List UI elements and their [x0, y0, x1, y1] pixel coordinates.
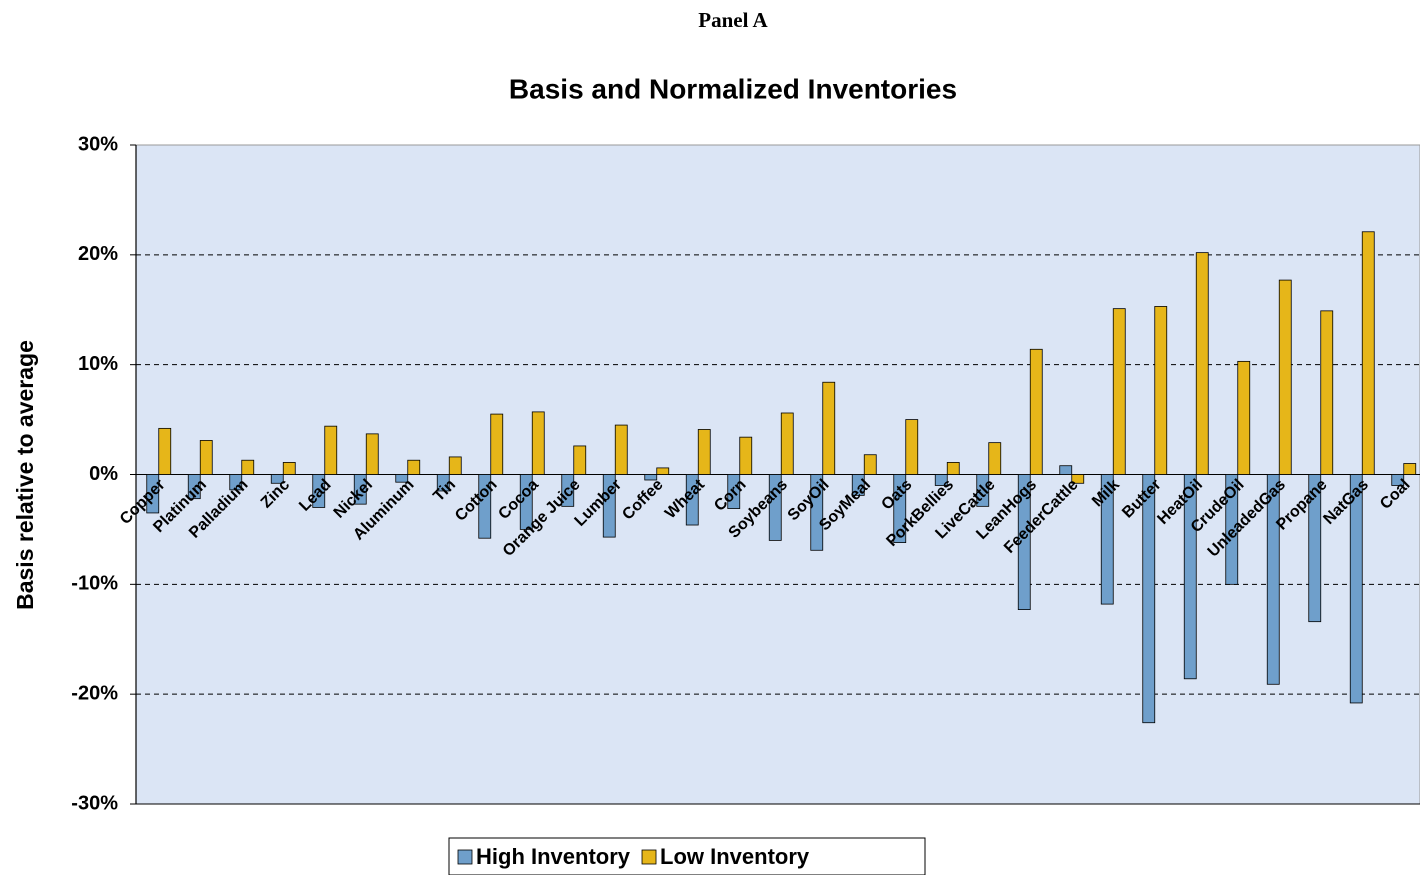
- bar: [1071, 474, 1085, 484]
- legend-label: High Inventory: [476, 844, 631, 869]
- bar: [614, 424, 628, 475]
- bar: [893, 474, 907, 543]
- y-tick-label: -10%: [71, 573, 118, 595]
- bar: [1391, 474, 1405, 486]
- bar: [561, 474, 575, 507]
- bar: [851, 474, 865, 496]
- bar: [1308, 474, 1322, 623]
- bar: [1361, 231, 1375, 475]
- y-tick-label: -20%: [71, 682, 118, 704]
- legend-label: Low Inventory: [660, 844, 810, 869]
- bar: [199, 440, 213, 475]
- y-axis-title: Basis relative to average: [12, 340, 38, 610]
- bar: [685, 474, 699, 526]
- bar: [697, 429, 711, 475]
- legend-swatch: [457, 849, 473, 865]
- legend: High Inventory Low Inventory: [448, 837, 926, 875]
- bar: [739, 436, 753, 475]
- bar: [282, 462, 296, 475]
- bar: [822, 381, 836, 475]
- bar: [946, 462, 960, 475]
- bar: [1059, 465, 1073, 475]
- bar: [810, 474, 824, 551]
- bar: [1237, 360, 1251, 475]
- bar: [905, 419, 919, 475]
- bar: [1349, 474, 1363, 704]
- bar: [187, 474, 201, 500]
- bar: [353, 474, 367, 505]
- bar: [448, 456, 462, 475]
- bar: [780, 412, 794, 475]
- bar: [1320, 310, 1334, 475]
- bar: [863, 454, 877, 475]
- bar: [1100, 474, 1114, 605]
- y-tick-label: 10%: [78, 353, 118, 375]
- bar: [1266, 474, 1280, 685]
- bar: [1195, 252, 1209, 475]
- bar: [573, 445, 587, 475]
- panel-label: Panel A: [698, 8, 768, 32]
- bar: [644, 474, 658, 481]
- bar: [490, 413, 504, 475]
- bar: [1142, 474, 1156, 724]
- bar: [270, 474, 284, 484]
- bar: [988, 442, 1002, 475]
- bar: [1278, 279, 1292, 475]
- bar: [727, 474, 741, 509]
- bar: [158, 427, 172, 475]
- y-tick-label: 30%: [78, 133, 118, 155]
- bar: [1029, 348, 1043, 475]
- bar: [768, 474, 782, 541]
- bar: [1403, 463, 1417, 475]
- chart-title: Basis and Normalized Inventories: [509, 73, 957, 104]
- y-tick-label: 0%: [89, 463, 118, 485]
- bar: [934, 474, 948, 486]
- bar: [1225, 474, 1239, 585]
- bar: [146, 474, 160, 514]
- bar: [241, 459, 255, 475]
- bar: [1017, 474, 1031, 610]
- bar: [1183, 474, 1197, 680]
- y-tick-label: 20%: [78, 243, 118, 265]
- bar: [312, 474, 326, 508]
- bar: [436, 474, 450, 492]
- bar: [531, 411, 545, 475]
- bar: [395, 474, 409, 483]
- bar: [519, 474, 533, 530]
- bar: [229, 474, 243, 491]
- bar: [1154, 306, 1168, 475]
- bar: [602, 474, 616, 538]
- bar: [407, 459, 421, 475]
- bar: [478, 474, 492, 539]
- bar: [976, 474, 990, 507]
- legend-swatch: [641, 849, 657, 865]
- bar: [365, 433, 379, 475]
- bar: [1112, 308, 1126, 475]
- legend-box: [448, 837, 926, 875]
- bar: [324, 425, 338, 475]
- y-tick-label: -30%: [71, 792, 118, 814]
- bar: [656, 467, 670, 475]
